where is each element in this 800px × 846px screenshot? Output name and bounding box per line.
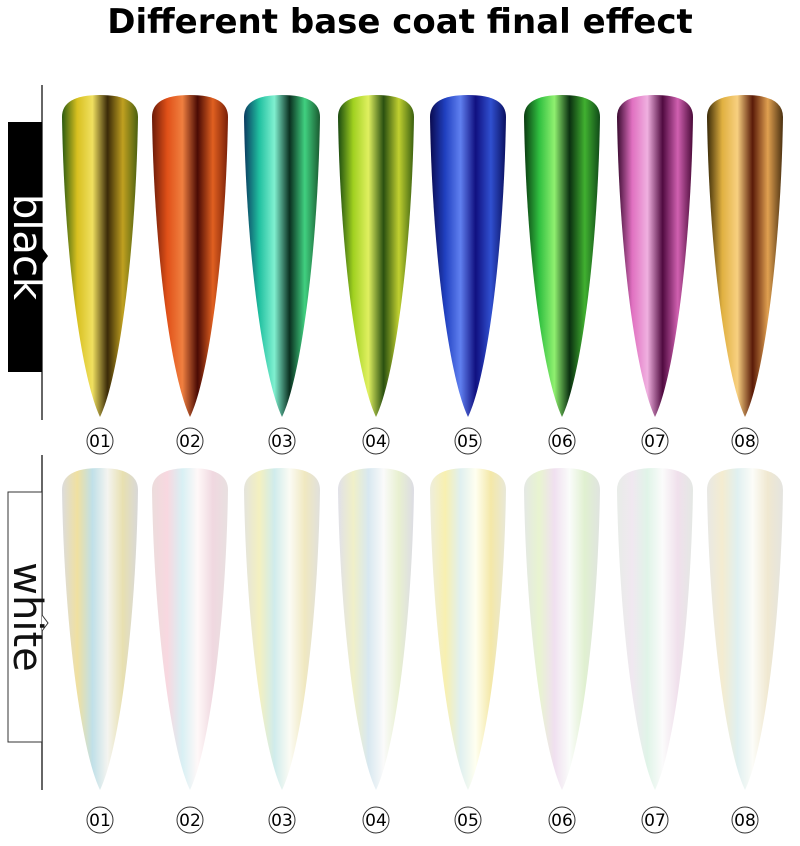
title: Different base coat final effect [107, 2, 692, 42]
item-number: 08 [734, 432, 756, 452]
item-number: 03 [271, 811, 293, 831]
nail [617, 95, 693, 417]
number-circle [454, 427, 482, 455]
item-number: 06 [551, 811, 573, 831]
nail [152, 468, 228, 790]
item-number: 02 [179, 811, 201, 831]
row-label: black [4, 194, 50, 301]
nail [524, 95, 600, 417]
nail [617, 468, 693, 790]
item-number: 03 [271, 432, 293, 452]
number-circle [548, 806, 576, 834]
nail [338, 468, 414, 790]
number-circle [268, 806, 296, 834]
nail [244, 468, 320, 790]
label-arrow [41, 614, 49, 632]
nail [62, 95, 138, 417]
item-number: 06 [551, 432, 573, 452]
nail [524, 468, 600, 790]
item-number: 05 [457, 432, 479, 452]
nails: 01 02 03 04 05 06 07 08 01 02 03 04 05 06 07 08 [62, 95, 783, 834]
number-circle [176, 427, 204, 455]
item-number: 02 [179, 432, 201, 452]
item-number: 07 [644, 432, 666, 452]
number-circle [731, 806, 759, 834]
item-number: 04 [365, 432, 387, 452]
number-circle [176, 806, 204, 834]
number-circle [268, 427, 296, 455]
nail [430, 468, 506, 790]
nail [430, 95, 506, 417]
nail [707, 95, 783, 417]
number-circle [548, 427, 576, 455]
label-box [8, 122, 42, 372]
row-label: white [4, 562, 50, 671]
number-circle [86, 806, 114, 834]
item-number: 07 [644, 811, 666, 831]
number-circle [454, 806, 482, 834]
number-circle [731, 427, 759, 455]
nail [152, 95, 228, 417]
nail [707, 468, 783, 790]
nail [244, 95, 320, 417]
label-arrow [42, 248, 48, 264]
item-number: 01 [89, 811, 111, 831]
number-circle [641, 806, 669, 834]
item-number: 08 [734, 811, 756, 831]
number-circle [641, 427, 669, 455]
number-circle [362, 806, 390, 834]
item-number: 05 [457, 811, 479, 831]
number-circle [86, 427, 114, 455]
nail [338, 95, 414, 417]
item-number: 01 [89, 432, 111, 452]
item-number: 04 [365, 811, 387, 831]
number-circle [362, 427, 390, 455]
label-box [7, 491, 43, 743]
nail [62, 468, 138, 790]
